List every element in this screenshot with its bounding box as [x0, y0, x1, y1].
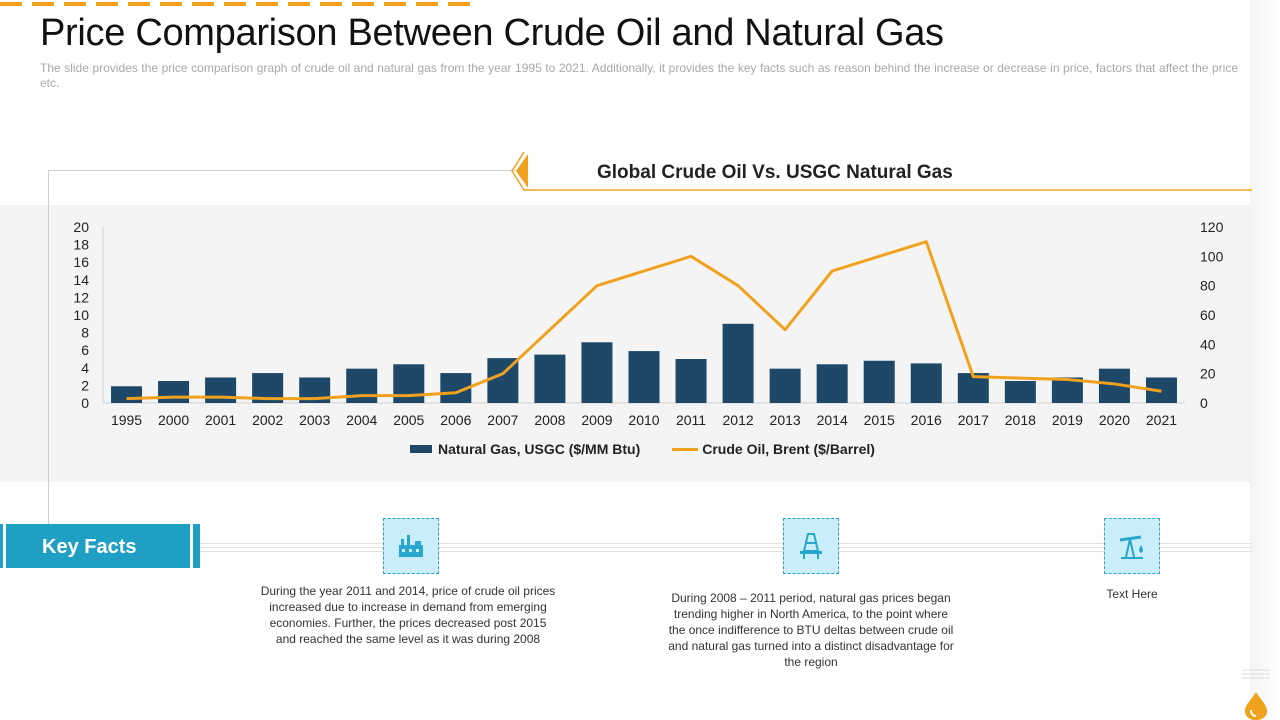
y-right-tick-label: 0 [1200, 395, 1208, 411]
chart-title-arrow-icon [511, 151, 1252, 191]
x-tick-label-2004: 2004 [346, 412, 377, 428]
bar-natural-gas-2010 [628, 351, 660, 403]
y-left-tick-label: 16 [73, 254, 89, 270]
y-left-tick-label: 14 [73, 272, 89, 288]
bar-natural-gas-2005 [393, 364, 425, 403]
corner-lines-decoration [1242, 669, 1270, 679]
y-left-tick-label: 2 [81, 377, 89, 393]
oil-refinery-icon [383, 518, 439, 574]
y-right-tick-label: 20 [1200, 366, 1216, 382]
chart-background-panel [0, 205, 1252, 482]
top-accent-dashes [0, 2, 470, 6]
bar-natural-gas-2012 [722, 323, 754, 403]
y-left-tick-label: 4 [81, 360, 89, 376]
bar-natural-gas-2000 [158, 381, 190, 403]
x-tick-label-2006: 2006 [440, 412, 471, 428]
y-left-tick-label: 0 [81, 395, 89, 411]
y-left-tick-label: 18 [73, 237, 89, 253]
x-tick-label-2003: 2003 [299, 412, 330, 428]
x-tick-label-2013: 2013 [770, 412, 801, 428]
y-left-tick-label: 8 [81, 325, 89, 341]
x-tick-label-2010: 2010 [628, 412, 659, 428]
chart-title: Global Crude Oil Vs. USGC Natural Gas [597, 162, 953, 183]
x-tick-label-2019: 2019 [1052, 412, 1083, 428]
x-tick-label-2015: 2015 [864, 412, 895, 428]
chart-title-banner: Global Crude Oil Vs. USGC Natural Gas [508, 150, 1252, 192]
y-left-tick-label: 20 [73, 219, 89, 235]
bar-natural-gas-2015 [863, 360, 895, 403]
y-right-tick-label: 120 [1200, 219, 1224, 235]
bar-natural-gas-2009 [581, 342, 613, 403]
y-right-tick-label: 60 [1200, 307, 1216, 323]
y-left-tick-label: 10 [73, 307, 89, 323]
bar-natural-gas-1995 [111, 386, 143, 403]
x-tick-label-2008: 2008 [534, 412, 565, 428]
x-tick-label-2014: 2014 [817, 412, 848, 428]
bar-natural-gas-2014 [816, 364, 848, 403]
x-tick-label-2017: 2017 [958, 412, 989, 428]
y-left-tick-label: 12 [73, 289, 89, 305]
key-facts-divider [200, 543, 1252, 553]
bar-natural-gas-2008 [534, 354, 566, 403]
x-tick-label-2021: 2021 [1146, 412, 1177, 428]
x-tick-label-2011: 2011 [676, 412, 706, 428]
x-tick-label-2001: 2001 [205, 412, 236, 428]
fact-text-2: During 2008 – 2011 period, natural gas p… [668, 591, 954, 669]
bar-natural-gas-2011 [675, 359, 707, 403]
y-right-tick-label: 40 [1200, 336, 1216, 352]
right-edge-strip [1250, 0, 1280, 720]
legend-label-natural-gas: Natural Gas, USGC ($/MM Btu) [438, 441, 641, 457]
x-tick-label-2020: 2020 [1099, 412, 1130, 428]
oil-pump-icon [1104, 518, 1160, 574]
y-left-tick-label: 6 [81, 342, 89, 358]
bar-natural-gas-2016 [910, 363, 942, 403]
bar-natural-gas-2018 [1004, 381, 1036, 403]
chart-legend: Natural Gas, USGC ($/MM Btu) Crude Oil, … [410, 441, 875, 457]
x-tick-label-2018: 2018 [1005, 412, 1036, 428]
key-facts-banner: Key Facts [0, 524, 200, 568]
x-tick-label-1995: 1995 [111, 412, 142, 428]
legend-swatch-crude-oil [672, 447, 699, 451]
fact-text-3: Text Here [1106, 587, 1158, 601]
x-tick-label-2009: 2009 [581, 412, 612, 428]
page-subtitle: The slide provides the price comparison … [40, 61, 1238, 90]
fact-text-1: During the year 2011 and 2014, price of … [260, 584, 556, 646]
legend-swatch-natural-gas [410, 445, 432, 453]
page-title: Price Comparison Between Crude Oil and N… [40, 12, 944, 54]
legend-label-crude-oil: Crude Oil, Brent ($/Barrel) [702, 441, 875, 457]
x-tick-label-2012: 2012 [723, 412, 754, 428]
bar-natural-gas-2001 [205, 377, 237, 403]
x-tick-label-2000: 2000 [158, 412, 189, 428]
x-tick-label-2007: 2007 [487, 412, 518, 428]
oil-drop-icon [1245, 692, 1267, 720]
y-right-tick-label: 80 [1200, 278, 1216, 294]
x-tick-label-2016: 2016 [911, 412, 942, 428]
x-tick-label-2002: 2002 [252, 412, 283, 428]
y-right-tick-label: 100 [1200, 248, 1224, 264]
x-tick-label-2005: 2005 [393, 412, 424, 428]
bar-natural-gas-2013 [769, 368, 801, 403]
oil-rig-icon [783, 518, 839, 574]
frame-line-top [48, 170, 516, 171]
bar-natural-gas-2004 [346, 368, 378, 403]
key-facts-label: Key Facts [42, 536, 137, 558]
frame-line-left [48, 170, 49, 525]
